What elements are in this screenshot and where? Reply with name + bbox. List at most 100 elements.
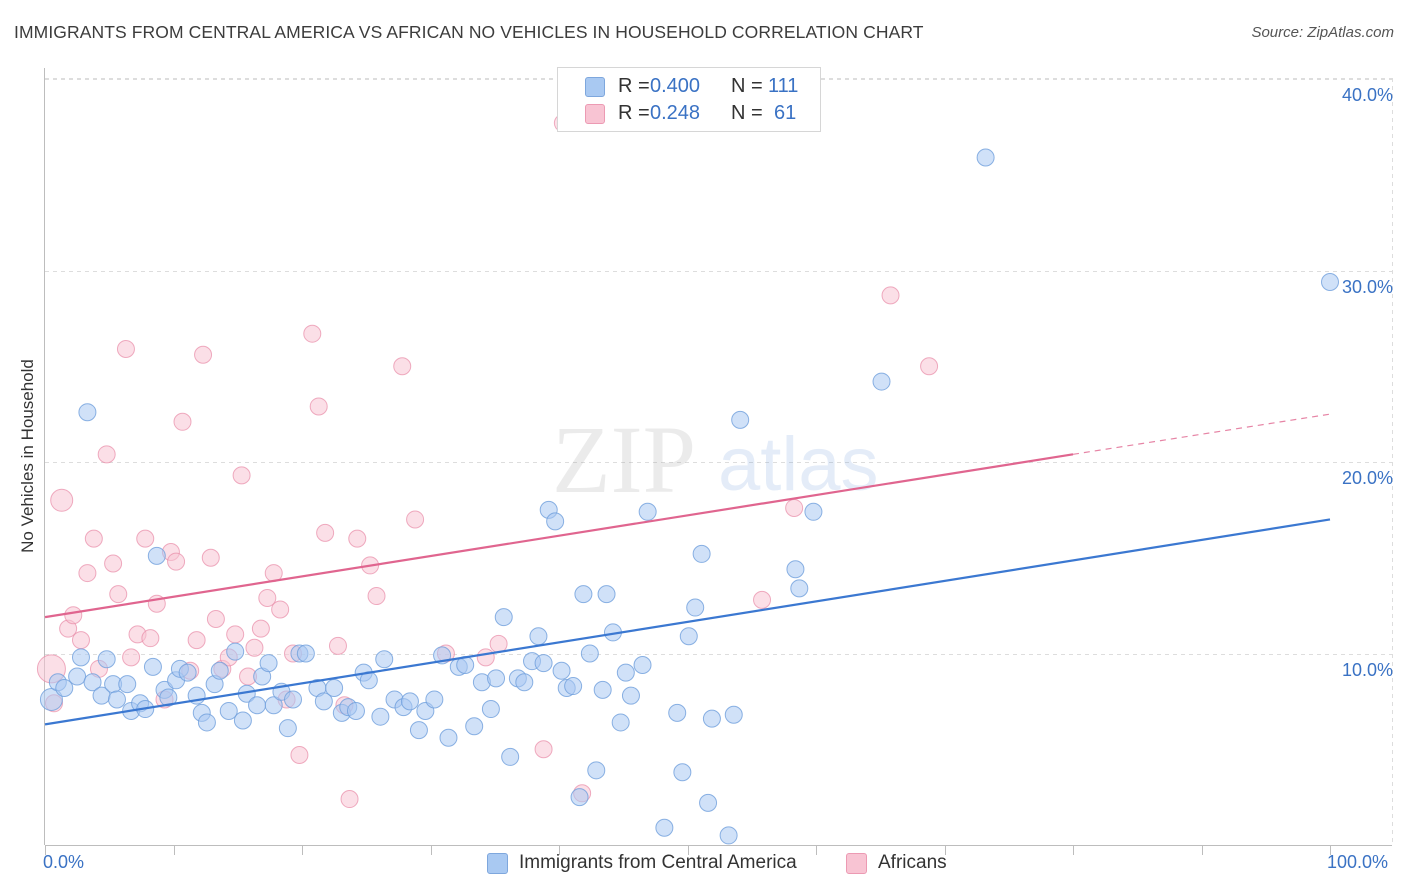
- legend-r-label: R =: [618, 102, 650, 124]
- africans-point: [71, 631, 90, 650]
- central-america-point: [668, 703, 687, 722]
- central-america-point: [107, 690, 126, 709]
- central-america-point: [638, 502, 657, 521]
- central-america-point: [580, 644, 599, 663]
- africans-point: [258, 588, 277, 607]
- central-america-point: [872, 372, 891, 391]
- correlation-legend: R = 0.400 N = 111 R = 0.248 N = 61: [557, 67, 821, 132]
- central-america-point: [375, 650, 394, 669]
- central-america-point: [633, 655, 652, 674]
- legend-swatch-blue: [585, 77, 605, 97]
- central-america-point: [68, 667, 87, 686]
- legend-row-africans: R = 0.248 N = 61: [558, 101, 820, 129]
- africans-point: [367, 587, 386, 606]
- africans-point: [226, 625, 245, 644]
- africans-point: [393, 357, 412, 376]
- central-america-point: [219, 701, 238, 720]
- africans-point: [187, 631, 206, 650]
- bottom-legend-swatch-pink: [846, 853, 867, 874]
- y-tick-label: 40.0%: [1341, 85, 1393, 105]
- central-america-point: [529, 627, 548, 646]
- central-america-point: [226, 642, 245, 661]
- africans-point: [64, 606, 83, 625]
- central-america-point: [284, 690, 303, 709]
- africans-point: [309, 397, 328, 416]
- central-america-point: [371, 707, 390, 726]
- central-america-point: [597, 585, 616, 604]
- central-america-point: [487, 669, 506, 688]
- central-america-point: [78, 403, 97, 422]
- central-america-point: [197, 713, 216, 732]
- y-tick-label: 30.0%: [1341, 276, 1393, 297]
- y-axis-label: No Vehicles in Household: [18, 359, 37, 553]
- africans-point: [753, 590, 772, 609]
- africans-point: [232, 466, 251, 485]
- central-america-point: [278, 719, 297, 738]
- watermark: ZIP atlas: [552, 406, 879, 513]
- africans-point: [290, 745, 309, 764]
- africans-trend-extension: [1072, 413, 1331, 455]
- africans-point: [50, 488, 74, 512]
- central-america-point: [259, 654, 278, 673]
- central-america-point: [699, 793, 718, 812]
- central-america-point: [494, 608, 513, 627]
- central-america-point: [481, 700, 500, 719]
- watermark-zip: ZIP: [552, 406, 696, 513]
- legend-row-central-america: R = 0.400 N = 111: [558, 74, 820, 102]
- central-america-point: [143, 657, 162, 676]
- africans-point: [116, 340, 135, 359]
- africans-point: [271, 600, 290, 619]
- africans-point: [109, 585, 128, 604]
- central-america-point: [400, 692, 419, 711]
- africans-point: [534, 740, 553, 759]
- africans-point: [122, 648, 141, 667]
- bottom-legend-label: Immigrants from Central America: [519, 852, 797, 873]
- central-america-point: [686, 598, 705, 617]
- source-credit: Source: ZipAtlas.com: [1251, 24, 1394, 41]
- africans-point: [348, 529, 367, 548]
- africans-point: [245, 638, 264, 657]
- central-america-point: [534, 654, 553, 673]
- central-america-point: [692, 544, 711, 563]
- central-america-point: [679, 627, 698, 646]
- central-america-point: [159, 688, 178, 707]
- bottom-legend-label: Africans: [878, 852, 947, 873]
- central-america-point: [570, 788, 589, 807]
- central-america-point: [55, 678, 74, 697]
- central-america-point: [564, 677, 583, 696]
- africans-point: [84, 529, 103, 548]
- africans-point: [328, 636, 347, 655]
- africans-point: [251, 619, 270, 638]
- central-america-point: [786, 560, 805, 579]
- central-america-point: [804, 502, 823, 521]
- africans-point: [340, 790, 359, 809]
- central-america-point: [1321, 272, 1339, 291]
- legend-n-label: N =: [731, 75, 763, 97]
- central-america-point: [425, 690, 444, 709]
- africans-point: [785, 498, 804, 517]
- central-america-trend-line: [44, 518, 1331, 726]
- central-america-point: [515, 673, 534, 692]
- central-america-point: [439, 728, 458, 747]
- central-america-point: [71, 648, 90, 667]
- central-america-point: [501, 747, 520, 766]
- x-tick-label-max: 100.0%: [1327, 852, 1389, 872]
- central-america-point: [790, 579, 809, 598]
- central-america-points: [39, 148, 1339, 845]
- legend-swatch-pink: [585, 104, 605, 124]
- central-america-point: [210, 661, 229, 680]
- central-america-point: [248, 696, 267, 715]
- central-america-point: [611, 713, 630, 732]
- central-america-point: [574, 585, 593, 604]
- africans-point: [920, 357, 939, 376]
- legend-n-label: N =: [731, 102, 763, 124]
- central-america-point: [409, 721, 428, 740]
- africans-point: [206, 610, 225, 629]
- central-america-point: [673, 763, 692, 782]
- central-america-point: [83, 673, 102, 692]
- africans-point: [141, 629, 160, 648]
- africans-point: [406, 510, 425, 529]
- central-america-point: [178, 663, 197, 682]
- africans-point: [136, 529, 155, 548]
